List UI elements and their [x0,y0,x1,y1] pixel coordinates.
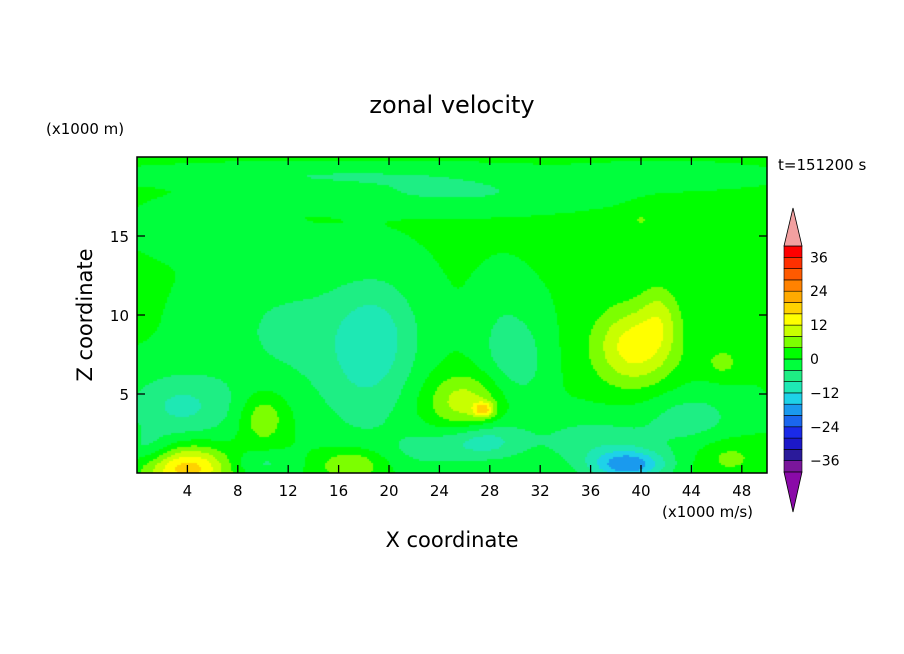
x-tick-label: 8 [233,482,243,500]
x-tick-label: 24 [430,482,449,500]
x-unit-label: (x1000 m/s) [662,503,753,521]
colorbar-segment [783,449,803,461]
x-tick-label: 4 [183,482,193,500]
colorbar-tick-label: 24 [810,284,828,300]
colorbar-segment [783,403,803,416]
x-tick-label: 48 [732,482,751,500]
colorbar-segment [783,256,803,269]
colorbar-segment [783,415,803,428]
colorbar-tick-label: −24 [810,420,840,436]
colorbar-tick-label: 12 [810,318,828,334]
x-tick-label: 20 [379,482,398,500]
colorbar-tick-label: −12 [810,386,840,402]
x-tick-label: 32 [531,482,550,500]
colorbar-segment [783,313,803,326]
colorbar-segment [783,347,803,360]
colorbar-segment [783,358,803,371]
contour-plot-area [137,157,767,473]
colorbar-segment [783,381,803,394]
x-tick-label: 28 [480,482,499,500]
y-axis-label: Z coordinate [73,248,97,381]
x-tick-label: 16 [329,482,348,500]
contour-fill [137,157,767,473]
colorbar-segment [783,279,803,292]
colorbar-segment [783,268,803,281]
y-tick-label: 10 [110,307,129,325]
colorbar-segment [783,324,803,337]
x-tick-label: 40 [631,482,650,500]
colorbar-over-triangle [783,207,803,247]
colorbar-under-triangle [783,471,803,513]
colorbar-segment [783,336,803,348]
x-axis-label: X coordinate [385,528,518,552]
colorbar-segment [783,290,803,303]
colorbar-segment [783,460,803,473]
chart-title: zonal velocity [369,91,534,119]
x-tick-label: 44 [682,482,701,500]
x-axis: 4 8 12 16 20 24 28 32 36 40 44 48 [183,157,751,500]
x-tick-label: 36 [581,482,600,500]
colorbar-segment [783,245,803,258]
colorbar-segment [783,392,803,405]
colorbar: −36 −24 −12 0 12 24 36 [783,207,840,513]
colorbar-tick-label: −36 [810,454,840,470]
time-label: t=151200 s [778,156,866,174]
colorbar-tick-label: 0 [810,352,819,368]
y-axis: 5 10 15 [110,228,767,404]
colorbar-segment [783,426,803,439]
colorbar-segment [783,369,803,382]
colorbar-segment [783,437,803,450]
y-unit-label: (x1000 m) [46,120,124,138]
colorbar-segment [783,302,803,315]
x-tick-label: 12 [279,482,298,500]
colorbar-tick-label: 36 [810,250,828,266]
y-tick-label: 15 [110,228,129,246]
y-tick-label: 5 [119,386,129,404]
